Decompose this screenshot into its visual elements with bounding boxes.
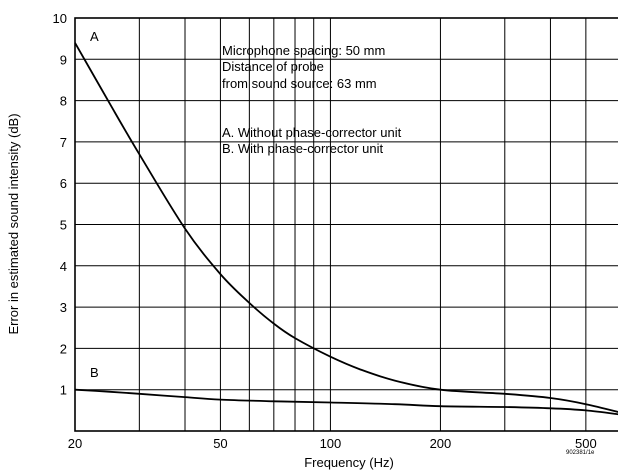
note-spacing-line3: from sound source: 63 mm xyxy=(222,76,377,91)
y-tick-label: 6 xyxy=(60,176,67,191)
x-tick-label: 200 xyxy=(430,436,452,451)
y-tick-label: 10 xyxy=(53,11,67,26)
x-tick-label: 500 xyxy=(575,436,597,451)
note-spacing-line2: Distance of probe xyxy=(222,59,324,74)
y-tick-label: 8 xyxy=(60,94,67,109)
series-line-b xyxy=(74,388,618,416)
x-tick-label: 50 xyxy=(213,436,227,451)
series-line-a xyxy=(74,42,618,413)
y-tick-label: 4 xyxy=(60,259,67,274)
x-tick-label: 20 xyxy=(68,436,82,451)
x-tick-labels: 20 50 100 200 500 xyxy=(68,436,597,451)
y-tick-label: 1 xyxy=(60,383,67,398)
x-tick-label: 100 xyxy=(320,436,342,451)
y-tick-labels: 1 2 3 4 5 6 7 8 9 10 xyxy=(53,11,67,398)
plot-frame xyxy=(74,17,618,432)
curves xyxy=(74,42,618,416)
y-tick-label: 3 xyxy=(60,300,67,315)
y-axis-label: Error in estimated sound intensity (dB) xyxy=(6,113,21,334)
x-axis-label: Frequency (Hz) xyxy=(304,455,394,470)
y-tick-label: 5 xyxy=(60,218,67,233)
figure-code: 902381/1e xyxy=(566,450,595,456)
curve-a-label: A xyxy=(90,29,99,44)
curve-b-label: B xyxy=(90,365,99,380)
y-tick-label: 7 xyxy=(60,135,67,150)
legend-b-text: B. With phase-corrector unit xyxy=(222,141,384,156)
legend-a-text: A. Without phase-corrector unit xyxy=(222,125,402,140)
y-tick-label: 9 xyxy=(60,52,67,67)
y-tick-label: 2 xyxy=(60,341,67,356)
note-spacing-line1: Microphone spacing: 50 mm xyxy=(222,43,385,58)
